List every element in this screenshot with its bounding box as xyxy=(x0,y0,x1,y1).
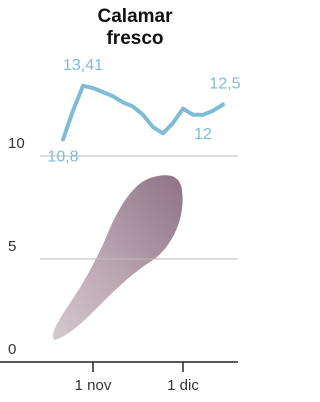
page: 0 5 10 1 nov 1 dic 10,8 13,41 12 12,5 Calamar fr… xyxy=(0,0,242,402)
x-tick-label: 1 nov xyxy=(75,377,112,394)
data-label: 10,8 xyxy=(47,149,78,166)
x-tick-label: 1 dic xyxy=(167,377,199,394)
y-tick-label: 5 xyxy=(8,238,16,255)
squid-image xyxy=(53,175,183,340)
data-label: 12,5 xyxy=(209,76,240,93)
data-label: 13,41 xyxy=(63,57,103,74)
data-label: 12 xyxy=(194,126,212,143)
chart-title: Calamar fresco xyxy=(85,6,185,50)
y-tick-label: 10 xyxy=(8,135,25,152)
y-tick-label: 0 xyxy=(8,341,16,358)
chart: 0 5 10 1 nov 1 dic 10,8 13,41 12 12,5 xyxy=(0,0,242,402)
